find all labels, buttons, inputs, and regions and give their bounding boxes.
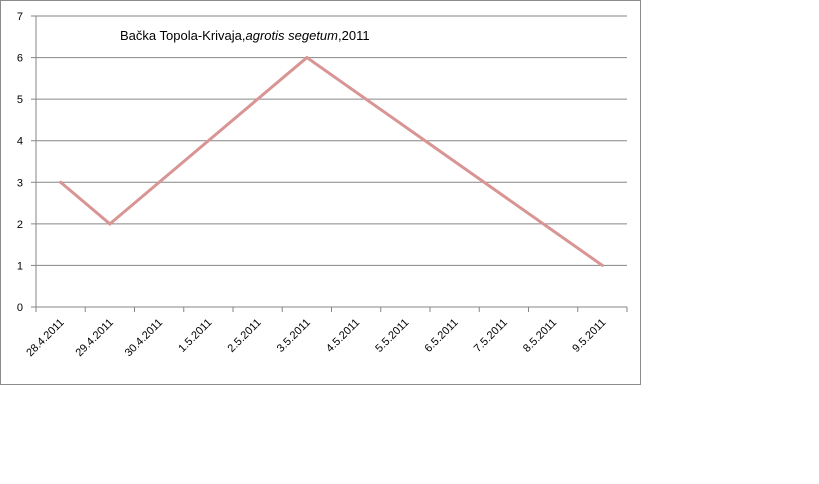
x-tick-label: 29.4.2011 (73, 317, 116, 360)
x-tick-label: 30.4.2011 (123, 317, 166, 360)
x-tick-label: 2.5.2011 (226, 317, 264, 355)
y-tick-label: 4 (17, 136, 23, 148)
data-point (108, 222, 112, 226)
y-tick-label: 1 (17, 260, 23, 272)
y-tick-labels: 0 1 2 3 4 5 6 7 (17, 11, 23, 314)
x-tick-label: 3.5.2011 (275, 317, 313, 355)
y-tick-label: 0 (17, 302, 23, 314)
x-tick-label: 28.4.2011 (24, 317, 67, 360)
axes (31, 15, 628, 312)
x-tick-label: 7.5.2011 (472, 317, 510, 355)
x-tick-labels: 28.4.2011 29.4.2011 30.4.2011 1.5.2011 2.5.2… (24, 317, 608, 360)
x-tick-label: 9.5.2011 (570, 317, 608, 355)
gridlines (36, 15, 627, 266)
y-tick-label: 3 (17, 177, 23, 189)
data-point (59, 180, 63, 184)
y-tick-label: 7 (17, 11, 23, 23)
x-tick-label: 5.5.2011 (373, 317, 411, 355)
x-tick-label: 6.5.2011 (423, 317, 461, 355)
chart-title: Bačka Topola-Krivaja,agrotis segetum,201… (120, 28, 370, 43)
chart-frame (0, 0, 641, 385)
series-line (59, 55, 604, 267)
x-tick-label: 8.5.2011 (521, 317, 559, 355)
data-point (305, 56, 309, 60)
y-tick-label: 5 (17, 94, 23, 106)
x-tick-label: 4.5.2011 (324, 317, 362, 355)
y-tick-label: 6 (17, 53, 23, 65)
x-tick-label: 1.5.2011 (176, 317, 214, 355)
y-tick-label: 2 (17, 219, 23, 231)
data-point (600, 263, 604, 267)
series-layer (59, 55, 604, 267)
